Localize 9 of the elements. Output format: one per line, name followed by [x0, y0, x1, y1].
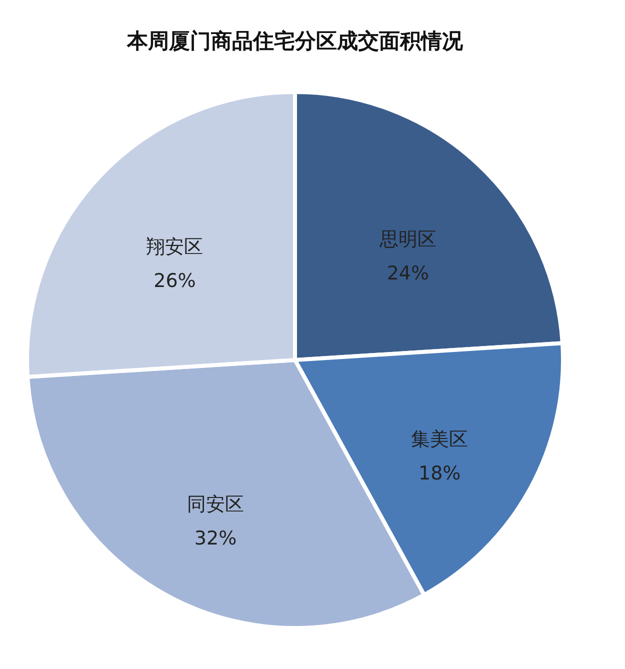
data-label: 18%	[418, 462, 461, 484]
slice-label: 集美区	[411, 428, 468, 450]
chart-title: 本周厦门商品住宅分区成交面积情况	[126, 29, 464, 53]
slice-label: 同安区	[187, 494, 244, 516]
slice-label: 翔安区	[146, 236, 204, 258]
data-label: 26%	[154, 270, 196, 292]
data-label: 32%	[194, 528, 237, 550]
data-label: 24%	[386, 262, 430, 285]
slice-label: 思明区	[378, 228, 436, 251]
